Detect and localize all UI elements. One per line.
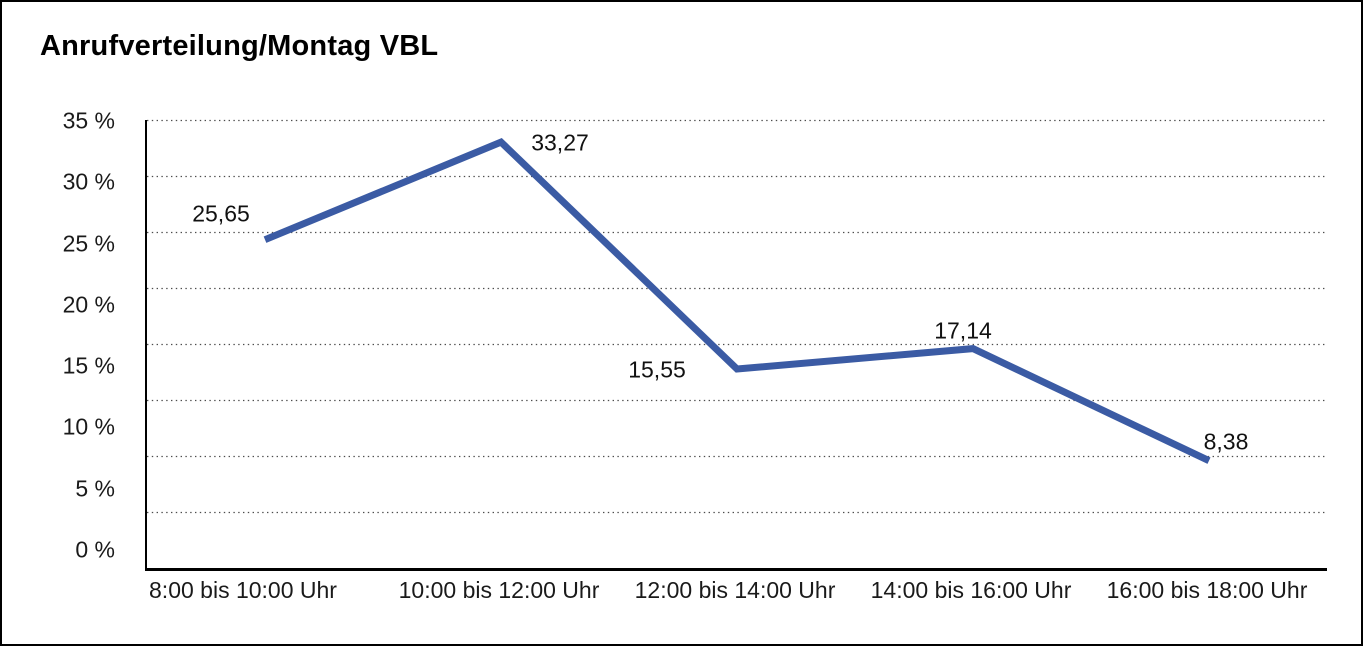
y-axis-tick-label: 35 % <box>62 107 115 134</box>
y-axis-tick-label: 10 % <box>62 413 115 440</box>
x-axis-category-label: 16:00 bis 18:00 Uhr <box>1106 577 1308 603</box>
y-axis-tick-label: 25 % <box>62 230 115 257</box>
x-axis-category-label: 14:00 bis 16:00 Uhr <box>870 577 1072 603</box>
x-axis-category-label: 12:00 bis 14:00 Uhr <box>634 577 836 603</box>
y-axis-labels: 35 % 30 % 25 % 20 % 15 % 10 % 5 % 0 % <box>30 108 130 568</box>
data-point-label: 15,55 <box>628 356 686 383</box>
data-point-label: 17,14 <box>934 317 992 344</box>
y-axis-tick-label: 0 % <box>75 536 115 563</box>
y-axis-tick-label: 5 % <box>75 475 115 502</box>
plot-area: 25,65 33,27 15,55 17,14 8,38 <box>145 119 1327 571</box>
chart-title: Anrufverteilung/Montag VBL <box>40 30 439 62</box>
data-point-label: 33,27 <box>531 129 589 156</box>
data-point-label: 8,38 <box>1203 428 1249 455</box>
line-chart-svg <box>147 119 1327 514</box>
y-axis-tick-label: 30 % <box>62 168 115 195</box>
y-axis-tick-label: 15 % <box>62 352 115 379</box>
data-point-label: 25,65 <box>192 200 250 227</box>
x-axis-labels: 8:00 bis 10:00 Uhr 10:00 bis 12:00 Uhr 12:… <box>145 577 1325 607</box>
data-line <box>263 137 1211 464</box>
x-axis-category-label: 10:00 bis 12:00 Uhr <box>398 577 600 603</box>
y-axis-tick-label: 20 % <box>62 291 115 318</box>
x-axis-category-label: 8:00 bis 10:00 Uhr <box>149 577 337 603</box>
